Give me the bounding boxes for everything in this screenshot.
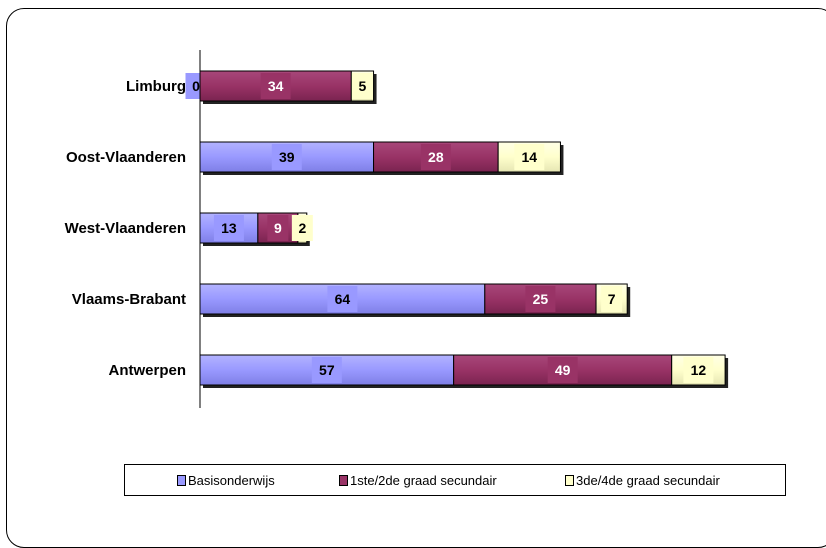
legend-item-3de-4de-graad: 3de/4de graad secundair xyxy=(565,473,720,488)
data-label-bg-antwerpen-basisonderwijs xyxy=(311,357,342,383)
chart-legend: Basisonderwijs 1ste/2de graad secundair … xyxy=(124,464,786,496)
legend-label-basisonderwijs: Basisonderwijs xyxy=(188,473,275,488)
data-label-bg-vlaams-brabant-basisonderwijs xyxy=(327,286,358,312)
data-label-bg-oost-vlaanderen-1ste-2de-graad-secundair xyxy=(420,144,451,170)
category-label-antwerpen: Antwerpen xyxy=(108,362,186,379)
data-label-bg-oost-vlaanderen-3de-4de-graad-secundair xyxy=(514,144,545,170)
data-label-vlaams-brabant-3de-4de-graad-secundair: 7 xyxy=(608,291,616,307)
data-label-limburg-basisonderwijs: 0 xyxy=(192,78,200,94)
chart-frame xyxy=(6,8,826,548)
data-label-bg-west-vlaanderen-basisonderwijs xyxy=(213,215,244,241)
data-label-oost-vlaanderen-3de-4de-graad-secundair: 14 xyxy=(522,149,538,165)
legend-item-1ste-2de-graad: 1ste/2de graad secundair xyxy=(339,473,497,488)
data-label-bg-antwerpen-1ste-2de-graad-secundair xyxy=(547,357,578,383)
legend-swatch-basisonderwijs xyxy=(177,475,186,486)
data-label-bg-vlaams-brabant-1ste-2de-graad-secundair xyxy=(525,286,556,312)
data-label-antwerpen-basisonderwijs: 57 xyxy=(319,362,335,378)
data-label-bg-west-vlaanderen-3de-4de-graad-secundair xyxy=(291,215,313,241)
data-label-west-vlaanderen-basisonderwijs: 13 xyxy=(221,220,237,236)
data-label-oost-vlaanderen-basisonderwijs: 39 xyxy=(279,149,295,165)
legend-item-basisonderwijs: Basisonderwijs xyxy=(177,473,275,488)
data-label-vlaams-brabant-1ste-2de-graad-secundair: 25 xyxy=(533,291,549,307)
data-label-west-vlaanderen-3de-4de-graad-secundair: 2 xyxy=(298,220,306,236)
data-label-vlaams-brabant-basisonderwijs: 64 xyxy=(335,291,351,307)
data-label-antwerpen-3de-4de-graad-secundair: 12 xyxy=(691,362,707,378)
legend-swatch-1ste-2de-graad xyxy=(339,475,348,486)
category-label-oost-vlaanderen: Oost-Vlaanderen xyxy=(66,149,186,166)
legend-label-1ste-2de-graad: 1ste/2de graad secundair xyxy=(350,473,497,488)
data-label-west-vlaanderen-1ste-2de-graad-secundair: 9 xyxy=(274,220,282,236)
data-label-bg-limburg-3de-4de-graad-secundair xyxy=(351,73,373,99)
chart-plot: Limburg 0 34 5 Oost-Vlaanderen 39 28 14 West-Vla… xyxy=(65,50,729,408)
data-label-oost-vlaanderen-1ste-2de-graad-secundair: 28 xyxy=(428,149,444,165)
data-label-bg-vlaams-brabant-3de-4de-graad-secundair xyxy=(601,286,623,312)
data-label-bg-oost-vlaanderen-basisonderwijs xyxy=(271,144,302,170)
category-label-limburg: Limburg xyxy=(126,78,186,95)
data-label-bg-limburg-1ste-2de-graad-secundair xyxy=(260,73,291,99)
data-label-limburg-1ste-2de-graad-secundair: 34 xyxy=(268,78,284,94)
category-label-vlaams-brabant: Vlaams-Brabant xyxy=(72,291,186,308)
legend-label-3de-4de-graad: 3de/4de graad secundair xyxy=(576,473,720,488)
category-label-west-vlaanderen: West-Vlaanderen xyxy=(65,220,186,237)
data-label-limburg-3de-4de-graad-secundair: 5 xyxy=(359,78,367,94)
data-label-bg-west-vlaanderen-1ste-2de-graad-secundair xyxy=(267,215,289,241)
legend-swatch-3de-4de-graad xyxy=(565,475,574,486)
data-label-antwerpen-1ste-2de-graad-secundair: 49 xyxy=(555,362,571,378)
data-label-bg-antwerpen-3de-4de-graad-secundair xyxy=(683,357,714,383)
